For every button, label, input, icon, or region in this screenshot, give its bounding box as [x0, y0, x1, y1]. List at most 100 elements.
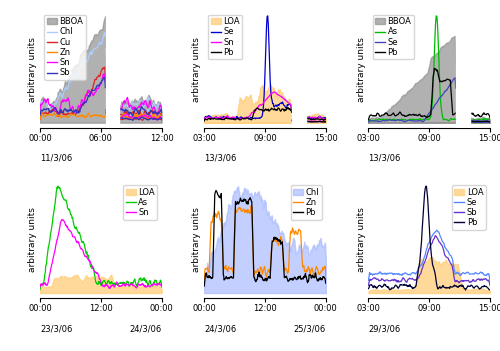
Zn: [323, 274, 329, 278]
Pb: [312, 275, 318, 279]
Se: [201, 118, 207, 122]
Pb: [206, 116, 212, 120]
Sn: [234, 117, 239, 121]
Text: 25/3/06: 25/3/06: [294, 324, 326, 333]
Text: 24/3/06: 24/3/06: [130, 324, 162, 333]
Zn: [42, 115, 48, 119]
Cu: [37, 117, 43, 121]
As: [487, 118, 493, 122]
Zn: [37, 117, 43, 121]
Se: [477, 270, 483, 274]
Se: [206, 114, 212, 118]
Sb: [60, 110, 66, 114]
Pb: [424, 184, 430, 188]
Se: [372, 272, 378, 276]
Se: [370, 119, 376, 123]
Pb: [213, 188, 219, 193]
Sb: [42, 107, 48, 112]
Text: 13/3/06: 13/3/06: [204, 154, 236, 163]
Se: [487, 279, 493, 283]
Se: [318, 115, 324, 119]
Y-axis label: arbitrary units: arbitrary units: [356, 207, 366, 272]
Pb: [366, 286, 372, 291]
Line: Se: Se: [368, 230, 490, 281]
Sn: [318, 114, 324, 118]
Sn: [158, 110, 164, 114]
Pb: [388, 113, 394, 117]
Sb: [477, 278, 483, 283]
As: [37, 287, 43, 292]
Text: 13/3/06: 13/3/06: [368, 154, 401, 163]
Sb: [153, 111, 159, 115]
Zn: [201, 277, 207, 282]
Zn: [70, 112, 75, 117]
Pb: [313, 117, 319, 121]
Chl: [37, 110, 43, 114]
Cu: [70, 111, 75, 115]
As: [148, 280, 154, 285]
As: [38, 285, 44, 289]
Pb: [201, 284, 207, 289]
Sn: [140, 283, 146, 287]
Line: Chl: Chl: [40, 32, 162, 114]
Se: [482, 273, 488, 277]
Text: 24/3/06: 24/3/06: [204, 324, 236, 333]
Chl: [149, 107, 155, 111]
Line: Cu: Cu: [40, 67, 162, 119]
Chl: [60, 95, 66, 99]
Chl: [70, 73, 75, 78]
Pb: [234, 117, 239, 121]
As: [112, 282, 118, 286]
Cu: [44, 111, 51, 115]
Sn: [60, 98, 66, 102]
Sb: [37, 113, 43, 117]
Legend: LOA, Se, Sn, Pb: LOA, Se, Sn, Pb: [208, 15, 242, 59]
Pb: [482, 112, 488, 116]
As: [388, 118, 394, 122]
Text: 11/3/06: 11/3/06: [40, 154, 72, 163]
Sn: [106, 286, 112, 290]
Zn: [276, 240, 282, 244]
Zn: [274, 239, 280, 244]
Se: [323, 118, 329, 122]
Text: 29/3/06: 29/3/06: [368, 324, 400, 333]
Sn: [158, 285, 164, 289]
Sb: [370, 276, 376, 280]
Zn: [312, 273, 318, 277]
Sn: [42, 98, 48, 102]
As: [366, 119, 372, 123]
Line: Pb: Pb: [368, 186, 490, 290]
As: [158, 282, 164, 286]
Pb: [208, 117, 214, 121]
Zn: [44, 114, 51, 118]
As: [110, 281, 116, 285]
Pb: [372, 285, 378, 289]
Y-axis label: arbitrary units: arbitrary units: [356, 37, 366, 102]
Pb: [276, 238, 282, 242]
Sn: [224, 114, 230, 118]
Pb: [304, 279, 310, 283]
Sb: [158, 110, 164, 114]
Sn: [58, 218, 64, 222]
Cu: [153, 111, 159, 115]
Line: Se: Se: [204, 16, 326, 120]
As: [477, 118, 483, 122]
Se: [234, 114, 239, 119]
Legend: LOA, Se, Sb, Pb: LOA, Se, Sb, Pb: [452, 185, 486, 230]
Line: Zn: Zn: [204, 206, 326, 279]
Bar: [456, 11, 470, 128]
Cu: [60, 112, 66, 116]
Sb: [398, 279, 404, 284]
Y-axis label: arbitrary units: arbitrary units: [28, 37, 37, 102]
Bar: [106, 11, 120, 128]
Se: [398, 118, 404, 122]
Sn: [313, 116, 319, 120]
Pb: [274, 237, 280, 241]
As: [398, 118, 404, 122]
Legend: BBOA, Chl, Cu, Zn, Sn, Sb: BBOA, Chl, Cu, Zn, Sn, Sb: [44, 15, 86, 80]
Pb: [482, 285, 488, 289]
Pb: [202, 280, 207, 284]
Pb: [388, 287, 394, 291]
Sn: [38, 284, 44, 288]
Y-axis label: arbitrary units: arbitrary units: [192, 207, 202, 272]
